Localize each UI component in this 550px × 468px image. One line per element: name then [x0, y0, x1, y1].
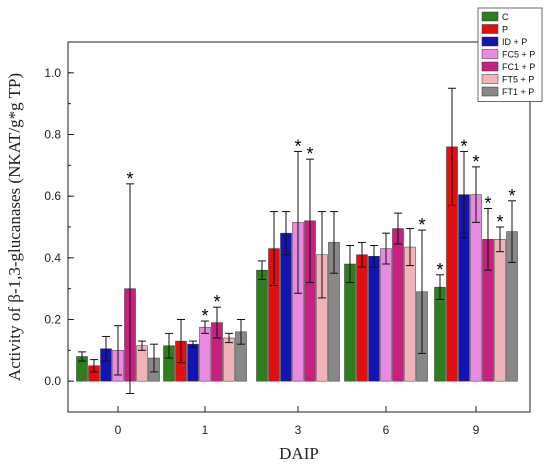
y-tick-label: 0.0: [44, 374, 61, 388]
legend-label: C: [502, 12, 509, 22]
significance-star: *: [460, 136, 467, 156]
x-axis-title: DAIP: [279, 444, 319, 463]
bar-series: ************: [76, 87, 518, 394]
bar-idp-1: [187, 343, 199, 382]
bar-fc5p-6: [380, 248, 392, 382]
legend-box: [477, 7, 543, 102]
y-axis-title: Activity of β-1,3-glucanases (NKAT/g*g T…: [5, 73, 24, 381]
significance-star: *: [306, 144, 313, 164]
significance-star: *: [294, 136, 301, 156]
legend-swatch: [481, 86, 499, 97]
significance-star: *: [508, 186, 515, 206]
significance-star: *: [436, 260, 443, 280]
x-tick-label: 9: [473, 423, 480, 437]
y-tick-label: 0.6: [44, 189, 61, 203]
y-tick-label: 0.8: [44, 128, 61, 142]
bar-p-6: [356, 254, 368, 382]
significance-star: *: [418, 215, 425, 235]
x-tick-label: 3: [295, 423, 302, 437]
legend-swatch: [481, 11, 499, 22]
legend-label: FT1 + P: [502, 87, 534, 97]
significance-star: *: [201, 306, 208, 326]
legend-label: ID + P: [502, 37, 527, 47]
significance-star: *: [496, 212, 503, 232]
significance-star: *: [213, 292, 220, 312]
legend-swatch: [481, 49, 499, 59]
bar-idp-3: [280, 232, 292, 382]
legend: CP ID + P FC5 + P FC1 + P FT5 + P FT1 + P: [477, 7, 543, 102]
y-tick-label: 1.0: [44, 66, 61, 80]
x-axis: 0 1 3 6 9: [115, 406, 480, 437]
legend-label: FT5 + P: [502, 75, 534, 85]
y-tick-label: 0.4: [44, 251, 61, 265]
bar-c-3: [256, 269, 268, 382]
legend-label: P: [502, 25, 508, 35]
x-tick-label: 6: [383, 423, 390, 437]
bar-idp-6: [368, 256, 380, 382]
significance-star: *: [484, 194, 491, 214]
legend-swatch: [481, 24, 499, 34]
legend-label: FC1 + P: [502, 62, 535, 72]
bar-ft5p-0: [136, 345, 148, 382]
bar-ft5p-1: [223, 337, 235, 382]
legend-swatch: [481, 61, 499, 72]
significance-star: *: [472, 152, 479, 172]
x-tick-label: 0: [115, 423, 122, 437]
legend-swatch: [481, 36, 499, 47]
y-tick-label: 0.2: [44, 313, 61, 327]
bar-fc1p-6: [392, 228, 404, 382]
bar-fc5p-1: [199, 326, 211, 382]
y-axis: 0.0 0.2 0.4 0.6 0.8 1.0: [44, 41, 74, 413]
x-tick-label: 1: [202, 423, 209, 437]
bar-ft5p-9: [494, 239, 506, 382]
legend-label: FC5 + P: [502, 50, 535, 60]
bar-c-9: [434, 286, 446, 382]
legend-swatch: [481, 74, 499, 84]
significance-star: *: [126, 169, 133, 189]
bar-ft5p-6: [404, 246, 416, 382]
